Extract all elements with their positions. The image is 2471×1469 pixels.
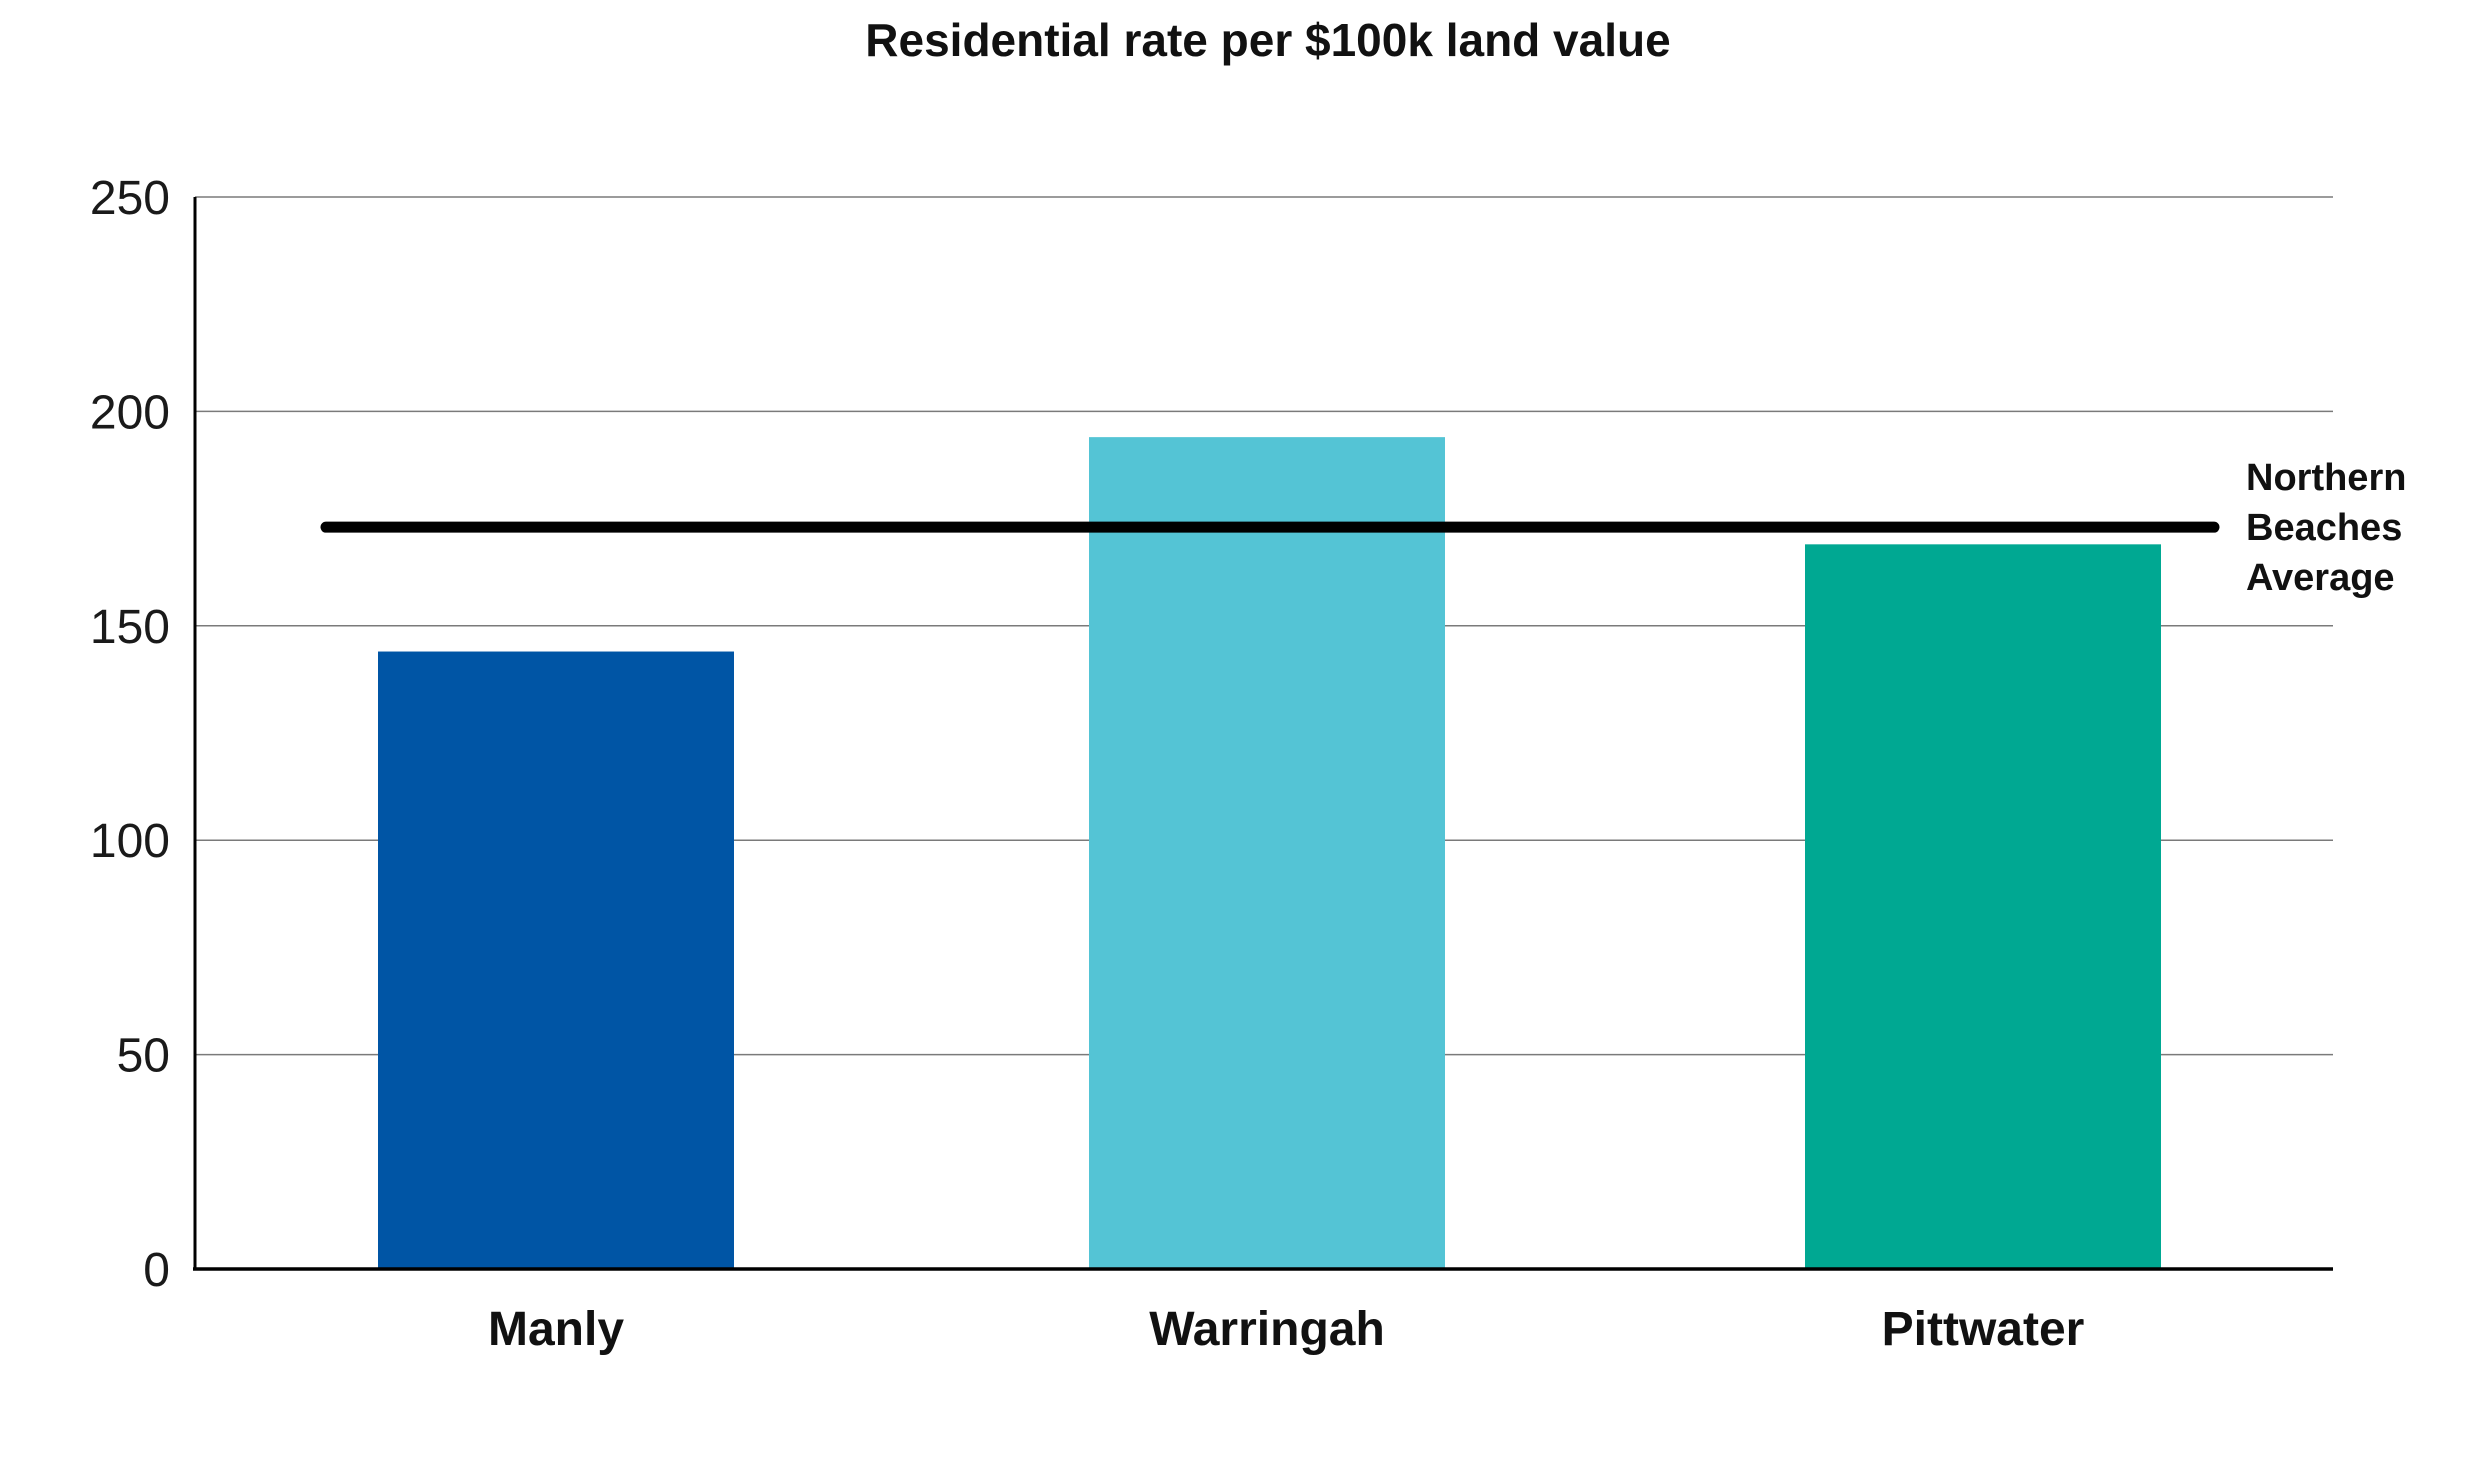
average-label-line-1: Northern: [2246, 457, 2406, 499]
axes: [193, 197, 2333, 1271]
average-label-line-3: Average: [2246, 557, 2395, 599]
y-tick-label-100: 100: [90, 815, 170, 868]
y-tick-label-250: 250: [90, 172, 170, 225]
y-tick-label-0: 0: [143, 1244, 170, 1297]
y-tick-label-150: 150: [90, 601, 170, 654]
average-reference: Northern Beaches Average: [320, 457, 2406, 599]
chart-title: Residential rate per $100k land value: [865, 14, 1670, 66]
bars: [378, 437, 2161, 1269]
x-tick-label-pittwater: Pittwater: [1882, 1303, 2085, 1356]
x-axis-ticks: Manly Warringah Pittwater: [488, 1303, 2084, 1356]
bar-warringah: [1089, 437, 1445, 1269]
bar-pittwater: [1805, 544, 2161, 1269]
y-axis-ticks: 0 50 100 150 200 250: [90, 172, 170, 1297]
x-tick-label-warringah: Warringah: [1149, 1303, 1385, 1356]
bar-manly: [378, 651, 734, 1269]
x-tick-label-manly: Manly: [488, 1303, 624, 1356]
y-tick-label-200: 200: [90, 386, 170, 439]
y-tick-label-50: 50: [117, 1030, 170, 1083]
average-label-line-2: Beaches: [2246, 507, 2402, 549]
